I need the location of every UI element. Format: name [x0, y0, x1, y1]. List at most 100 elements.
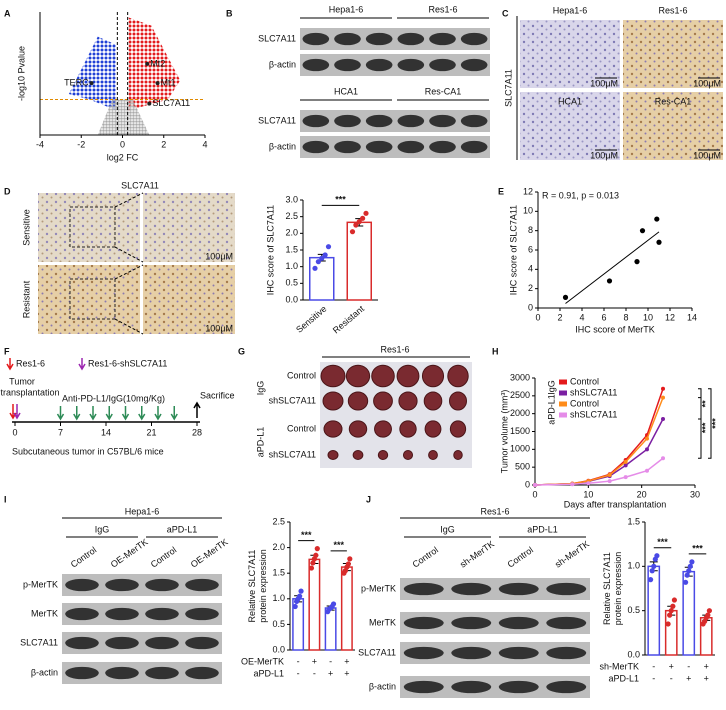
blot-band — [334, 140, 361, 154]
blot-band — [365, 140, 393, 154]
data-point — [639, 228, 646, 234]
lane-label: Control — [149, 545, 179, 570]
y-tick-label: 0 — [528, 302, 533, 312]
significance-label: ** — [700, 400, 710, 408]
tumor — [396, 364, 420, 388]
legend-label: Res1-6 — [16, 358, 45, 368]
fit-line — [565, 231, 660, 304]
row-label: Control — [287, 370, 316, 380]
tumor — [371, 364, 395, 388]
blot-band — [302, 32, 330, 46]
series-marker — [623, 459, 628, 464]
image-label: Res1-6 — [658, 5, 687, 15]
condition-sign: - — [670, 673, 673, 683]
y-tick-label: 4 — [528, 264, 533, 274]
blot-band — [185, 636, 219, 650]
series-marker — [607, 473, 612, 478]
condition-sign: + — [312, 656, 317, 666]
scale-label: 100μM — [693, 78, 721, 88]
x-tick-label: Sensitive — [294, 304, 328, 335]
x-tick-label: 4 — [202, 139, 207, 149]
treatment-arrow — [154, 406, 162, 421]
group-label: aPD-L1 — [527, 524, 558, 534]
point-cloud — [97, 99, 150, 135]
tumor — [421, 364, 445, 388]
treatment-arrow — [170, 406, 178, 421]
series-marker — [661, 386, 665, 391]
scale-label: 100μM — [205, 323, 233, 333]
gene-point — [145, 61, 150, 66]
protein-label: β-actin — [269, 141, 296, 151]
ihc-overview — [38, 193, 140, 262]
protein-label: β-actin — [369, 681, 396, 691]
blot-band — [145, 607, 179, 621]
legend-swatch — [559, 401, 567, 407]
row-label: shSLC7A11 — [269, 395, 316, 405]
protein-label: p-MerTK — [23, 579, 58, 589]
tumor — [345, 364, 371, 388]
protein-label: MerTK — [31, 608, 58, 618]
treatment-arrow — [121, 406, 130, 421]
data-point — [315, 259, 321, 265]
data-point — [325, 244, 332, 250]
image-label: HCA1 — [558, 96, 582, 106]
panel-label: H — [492, 346, 499, 356]
blot-band — [105, 636, 139, 650]
condition-label: aPD-L1 — [608, 673, 639, 683]
legend-label: shSLC7A11 — [570, 409, 617, 419]
y-tick-label: 3.0 — [285, 194, 298, 204]
blot — [62, 603, 222, 625]
gene-label: Mt1 — [161, 77, 176, 87]
cell-line-label: Res1-6 — [428, 4, 457, 14]
y-tick-label: 0.0 — [627, 649, 640, 659]
x-tick-label: 30 — [690, 489, 700, 499]
data-point — [347, 556, 353, 562]
condition-sign: + — [704, 661, 709, 671]
gene-label: SLC7A11 — [152, 98, 190, 108]
data-point — [687, 563, 693, 569]
series-marker — [607, 479, 612, 484]
blot-band — [397, 58, 425, 72]
blot-band — [302, 140, 330, 154]
blot-band — [185, 578, 219, 592]
tumor — [377, 450, 389, 460]
blot-band — [546, 616, 587, 630]
data-point — [298, 588, 304, 594]
condition-sign: - — [652, 661, 655, 671]
blot-band — [429, 140, 456, 154]
significance-label: *** — [710, 418, 720, 429]
ihc-image — [623, 20, 723, 88]
data-point — [562, 294, 569, 300]
blot-band — [397, 114, 425, 128]
ihc-zoom — [143, 265, 235, 334]
scale-label: 100μM — [205, 251, 233, 261]
series-marker — [623, 463, 628, 468]
treatment-arrow — [56, 406, 65, 421]
y-axis-label: IHC score of SLC7A11 — [265, 205, 275, 295]
tumor — [428, 450, 438, 460]
y-tick-label: 0.0 — [285, 294, 298, 304]
condition-sign: - — [297, 656, 300, 666]
data-point — [322, 252, 328, 258]
blot-band — [429, 58, 456, 72]
y-tick-label: 6 — [528, 244, 533, 254]
ihc-image — [520, 92, 620, 160]
blot-title: Hepa1-6 — [125, 506, 160, 516]
x-tick-label: 8 — [623, 312, 628, 322]
point-cloud — [68, 36, 117, 111]
data-point — [314, 546, 320, 552]
y-tick-label: 12 — [523, 186, 533, 196]
x-tick-label: 0 — [535, 312, 540, 322]
zoom-box — [69, 206, 116, 248]
series-line — [534, 418, 664, 486]
y-axis-label: Relative SLC7A11 — [602, 552, 612, 625]
cell-line-label: HCA1 — [334, 86, 358, 96]
data-point — [686, 568, 692, 574]
protein-label: MerTK — [369, 617, 396, 627]
bar — [309, 256, 335, 301]
y-tick-label: 2500 — [510, 390, 530, 400]
panel-label: D — [4, 186, 11, 196]
blot-band — [365, 114, 393, 128]
blot-band — [546, 646, 587, 660]
